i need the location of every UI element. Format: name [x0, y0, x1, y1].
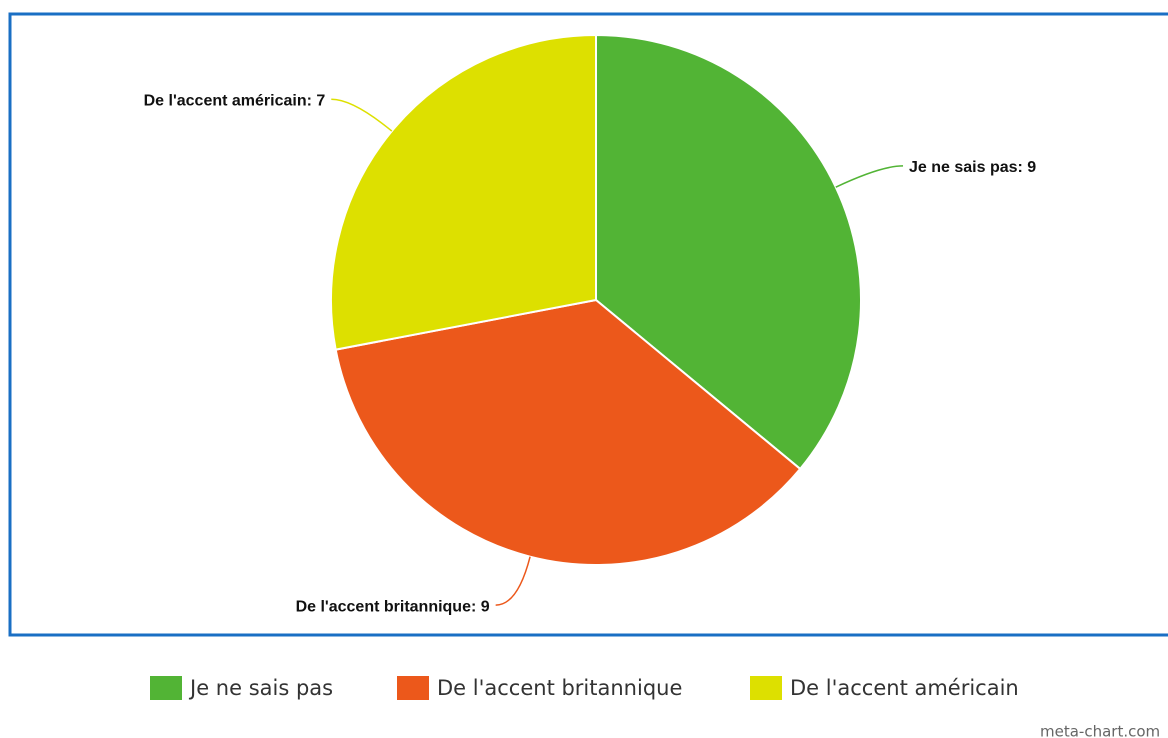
pie-slice — [330, 33, 597, 351]
legend-label: Je ne sais pas — [188, 676, 333, 700]
credit: meta-chart.com — [1040, 723, 1160, 738]
data-label: Je ne sais pas: 9 — [909, 159, 1036, 176]
legend-swatch — [397, 676, 429, 700]
pie-slice — [334, 298, 802, 566]
leader-line — [835, 165, 904, 188]
legend-label: De l'accent américain — [790, 676, 1019, 700]
legend-swatch — [150, 676, 182, 700]
legend-swatch — [750, 676, 782, 700]
pie-slice — [595, 33, 862, 471]
leader-line — [331, 98, 393, 132]
legend-label: De l'accent britannique — [437, 676, 682, 700]
data-label: De l'accent britannique: 9 — [296, 598, 490, 615]
data-label: De l'accent américain: 7 — [144, 92, 326, 109]
leader-line — [495, 556, 531, 606]
